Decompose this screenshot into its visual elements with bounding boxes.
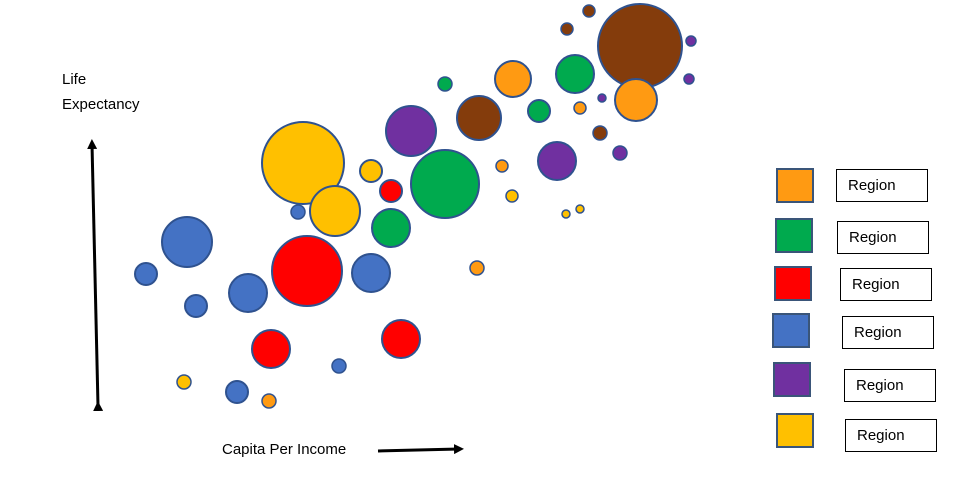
yellow-bubble: [309, 185, 361, 237]
purple-bubble: [683, 73, 695, 85]
legend-label: Region: [837, 221, 929, 254]
blue-bubble: [228, 273, 268, 313]
yellow-bubble: [261, 121, 345, 205]
brown-bubble: [582, 4, 596, 18]
blue-bubble: [184, 294, 208, 318]
green-bubble: [410, 149, 480, 219]
orange-bubble: [495, 159, 509, 173]
blue-bubble: [351, 253, 391, 293]
green-bubble: [371, 208, 411, 248]
blue-bubble: [290, 204, 306, 220]
yellow-bubble: [176, 374, 192, 390]
x-axis-arrow: [377, 444, 464, 455]
green-bubble: [437, 76, 453, 92]
orange-bubble: [469, 260, 485, 276]
purple-bubble: [612, 145, 628, 161]
legend-swatch: [776, 168, 814, 203]
yellow-bubble: [575, 204, 585, 214]
yellow-bubble: [359, 159, 383, 183]
red-bubble: [271, 235, 343, 307]
yellow-bubble: [505, 189, 519, 203]
legend-label: Region: [840, 268, 932, 301]
purple-bubble: [537, 141, 577, 181]
green-bubble: [527, 99, 551, 123]
legend-swatch: [773, 362, 811, 397]
y-axis-label: Life Expectancy: [62, 71, 140, 113]
legend-label: Region: [845, 419, 937, 452]
brown-bubble: [597, 3, 683, 89]
legend-swatch: [774, 266, 812, 301]
legend-label: Region: [836, 169, 928, 202]
y-axis-arrow: [87, 139, 104, 412]
purple-bubble: [385, 105, 437, 157]
legend-swatch: [772, 313, 810, 348]
x-axis-label: Capita Per Income: [222, 441, 347, 458]
legend-label: Region: [842, 316, 934, 349]
orange-bubble: [614, 78, 658, 122]
brown-bubble: [456, 95, 502, 141]
brown-bubble: [592, 125, 608, 141]
red-bubble: [381, 319, 421, 359]
green-bubble: [555, 54, 595, 94]
yellow-bubble: [561, 209, 571, 219]
blue-bubble: [331, 358, 347, 374]
red-bubble: [379, 179, 403, 203]
red-bubble: [251, 329, 291, 369]
legend-swatch: [776, 413, 814, 448]
orange-bubble: [261, 393, 277, 409]
orange-bubble: [494, 60, 532, 98]
blue-bubble: [225, 380, 249, 404]
legend-swatch: [775, 218, 813, 253]
orange-bubble: [573, 101, 587, 115]
blue-bubble: [161, 216, 213, 268]
blue-bubble: [134, 262, 158, 286]
purple-bubble: [685, 35, 697, 47]
bubbles: [134, 3, 697, 409]
legend-label: Region: [844, 369, 936, 402]
brown-bubble: [560, 22, 574, 36]
purple-bubble: [597, 93, 607, 103]
